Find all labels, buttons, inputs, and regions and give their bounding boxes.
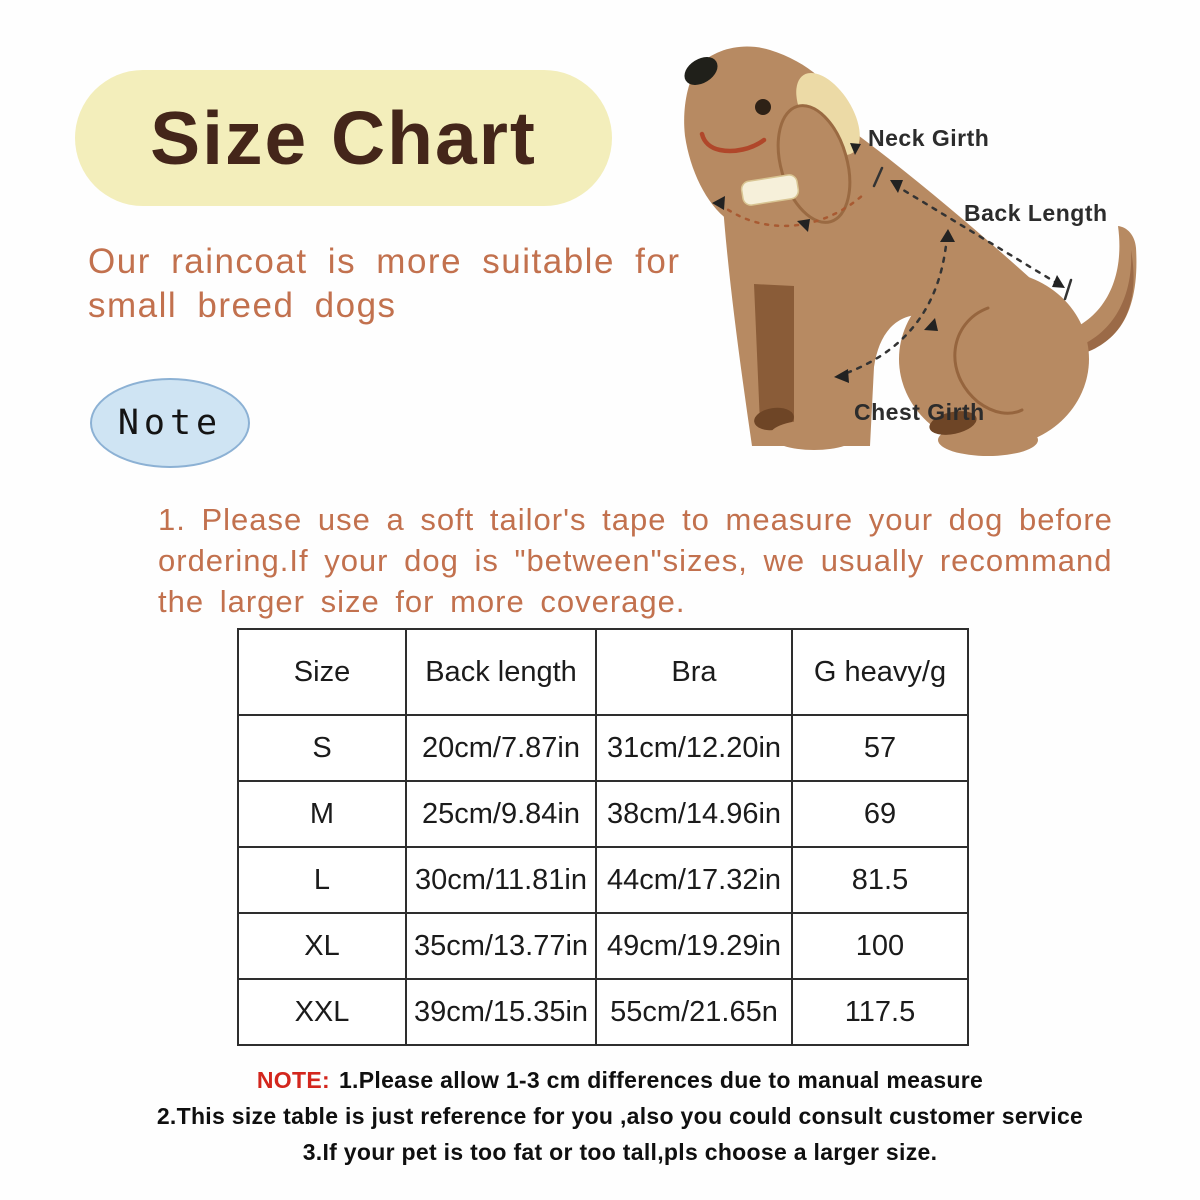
- table-cell: 35cm/13.77in: [405, 912, 597, 980]
- table-cell: M: [237, 780, 407, 848]
- table-cell: 44cm/17.32in: [595, 846, 793, 914]
- table-cell: XXL: [237, 978, 407, 1046]
- chest-girth-arrow-end: [834, 369, 849, 383]
- dog-nose: [684, 57, 718, 85]
- table-cell: 55cm/21.65n: [595, 978, 793, 1046]
- neck-girth-pointer: [850, 143, 861, 155]
- neck-girth-label: Neck Girth: [868, 125, 989, 151]
- chest-girth-line: [842, 234, 949, 376]
- note-badge: Note: [90, 378, 250, 468]
- table-cell: 25cm/9.84in: [405, 780, 597, 848]
- chest-girth-label: Chest Girth: [854, 399, 985, 425]
- neck-girth-arrow-mid: [797, 219, 810, 232]
- col-header-back-length: Back length: [405, 628, 597, 716]
- table-cell: 100: [791, 912, 969, 980]
- chest-girth-arrow-top: [940, 229, 955, 242]
- dog-hind-foot: [938, 424, 1038, 456]
- table-cell: L: [237, 846, 407, 914]
- neck-girth-arrow-left: [712, 196, 725, 210]
- table-row: XL 35cm/13.77in 49cm/19.29in 100: [237, 912, 969, 980]
- back-length-tick-start: [872, 166, 884, 188]
- col-header-bra: Bra: [595, 628, 793, 716]
- footer-note-line-3: 3.If your pet is too fat or too tall,pls…: [302, 1139, 938, 1165]
- table-row: S 20cm/7.87in 31cm/12.20in 57: [237, 714, 969, 782]
- dog-measurement-diagram: Neck Girth Back Length Chest Girth: [684, 46, 1137, 456]
- footer-note-line-1: NOTE: 1.Please allow 1-3 cm differences d…: [40, 1062, 1200, 1098]
- col-header-size: Size: [237, 628, 407, 716]
- dog-haunch-crease: [953, 306, 1024, 415]
- chest-girth-arrow-mid: [924, 318, 938, 331]
- table-cell: 117.5: [791, 978, 969, 1046]
- table-cell: 20cm/7.87in: [405, 714, 597, 782]
- intro-text: Our raincoat is more suitable for small …: [88, 242, 681, 325]
- table-header-row: Size Back length Bra G heavy/g: [237, 628, 969, 716]
- table-cell: 49cm/19.29in: [595, 912, 793, 980]
- dog-front-leg-shadow: [754, 284, 794, 424]
- dog-eye: [755, 99, 771, 115]
- table-cell: XL: [237, 912, 407, 980]
- size-table: Size Back length Bra G heavy/g S 20cm/7.…: [237, 628, 969, 1046]
- dog-illustration: Neck Girth Back Length Chest Girth: [684, 46, 1137, 456]
- col-header-g-heavy: G heavy/g: [791, 628, 969, 716]
- back-length-arrow-start: [890, 180, 903, 193]
- table-cell: 38cm/14.96in: [595, 780, 793, 848]
- table-row: M 25cm/9.84in 38cm/14.96in 69: [237, 780, 969, 848]
- table-cell: 31cm/12.20in: [595, 714, 793, 782]
- table-cell: 30cm/11.81in: [405, 846, 597, 914]
- table-cell: 39cm/15.35in: [405, 978, 597, 1046]
- note-badge-label: Note: [117, 403, 223, 443]
- table-cell: 69: [791, 780, 969, 848]
- footer-note: NOTE: 1.Please allow 1-3 cm differences d…: [40, 1062, 1200, 1170]
- page-title: Size Chart: [150, 96, 537, 180]
- dog-smile: [699, 131, 767, 154]
- footer-note-text-1: 1.Please allow 1-3 cm differences due to…: [338, 1067, 984, 1093]
- footer-note-label: NOTE:: [256, 1067, 330, 1093]
- table-cell: 81.5: [791, 846, 969, 914]
- footer-note-line-2: 2.This size table is just reference for …: [156, 1103, 1084, 1129]
- back-length-tick-end: [1063, 278, 1073, 301]
- dog-head-patch: [796, 72, 860, 156]
- back-length-line: [893, 183, 1062, 287]
- table-cell: 57: [791, 714, 969, 782]
- table-cell: S: [237, 714, 407, 782]
- table-row: L 30cm/11.81in 44cm/17.32in 81.5: [237, 846, 969, 914]
- back-length-label: Back Length: [964, 200, 1108, 226]
- dog-hind-paw-dark: [929, 411, 977, 435]
- back-length-arrow-end: [1052, 275, 1065, 288]
- dog-front-foot: [770, 420, 858, 450]
- title-pill: Size Chart: [75, 70, 612, 206]
- instructions-text: 1. Please use a soft tailor's tape to me…: [158, 502, 1113, 619]
- table-row: XXL 39cm/15.35in 55cm/21.65n 117.5: [237, 978, 969, 1046]
- dog-collar: [740, 174, 800, 206]
